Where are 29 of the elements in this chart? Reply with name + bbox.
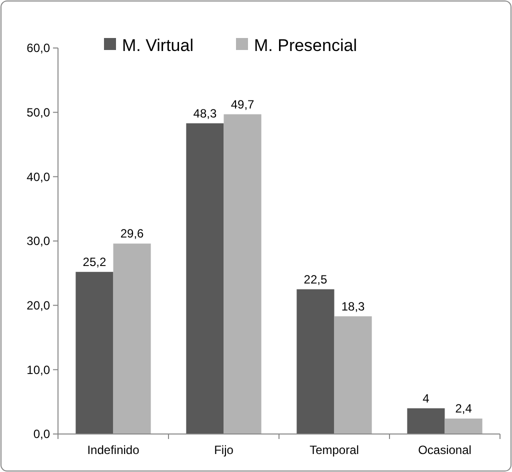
bar — [407, 408, 445, 434]
bar — [444, 418, 482, 434]
data-label: 29,6 — [120, 226, 144, 241]
x-tick-label: Ocasional — [418, 443, 472, 457]
y-tick-label: 30,0 — [26, 234, 50, 248]
x-tick-label: Temporal — [310, 443, 359, 457]
x-tick-label: Indefinido — [87, 443, 140, 457]
y-tick-label: 60,0 — [26, 41, 50, 56]
bar — [113, 244, 151, 434]
data-label: 49,7 — [230, 97, 255, 112]
data-label: 48,3 — [193, 106, 217, 120]
data-label: 4 — [422, 391, 430, 406]
y-tick-label: 40,0 — [26, 170, 50, 184]
x-tick-label: Fijo — [214, 443, 234, 457]
data-label: 22,5 — [304, 272, 328, 286]
data-label: 25,2 — [82, 254, 106, 269]
bar — [186, 123, 224, 434]
bar — [296, 289, 334, 434]
y-tick-label: 20,0 — [26, 298, 50, 313]
bar — [76, 272, 114, 434]
y-tick-label: 50,0 — [26, 106, 50, 120]
legend-label: M. Virtual — [122, 36, 194, 55]
y-tick-label: 0,0 — [33, 427, 50, 442]
legend-label: M. Presencial — [254, 36, 357, 55]
bar — [224, 114, 262, 434]
y-tick-label: 10,0 — [26, 362, 50, 377]
data-label: 2,4 — [455, 402, 472, 416]
data-label: 18,3 — [341, 299, 366, 314]
bar — [334, 316, 372, 434]
